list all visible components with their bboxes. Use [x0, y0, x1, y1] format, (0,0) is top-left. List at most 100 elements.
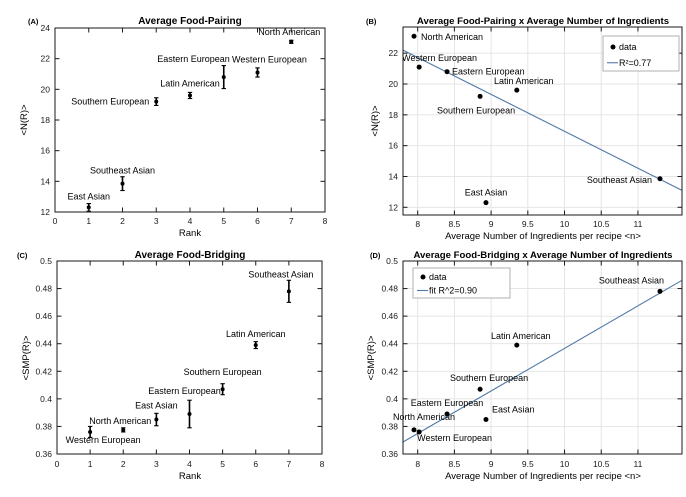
x-tick-label: 4 [187, 459, 192, 469]
data-point [411, 427, 417, 433]
data-point [286, 289, 291, 294]
x-tick-label: 1 [88, 459, 93, 469]
y-tick-label: 0.42 [381, 366, 398, 376]
x-tick-label: 8 [415, 459, 420, 469]
data-point-label: Eastern European [452, 67, 525, 77]
x-axis-label-d: Average Number of Ingredients per recipe… [445, 471, 641, 482]
data-point [187, 412, 192, 417]
y-tick-label: 18 [389, 110, 399, 120]
x-tick-label: 10.5 [593, 219, 610, 229]
y-tick-label: 0.46 [35, 311, 52, 321]
x-tick-label: 9 [489, 459, 494, 469]
fit-line [402, 279, 683, 443]
data-point-label: East Asian [492, 405, 535, 415]
subplot-a-canvas: East Asian Southeast Asian Southern Europe… [19, 16, 328, 239]
x-tick-label: 1 [86, 216, 91, 226]
plot-layer-d: North American Western European Eastern Eu… [381, 256, 683, 469]
data-point [220, 387, 225, 392]
y-tick-label: 18 [41, 115, 51, 125]
subplot-b-canvas: North American Western European Eastern Eu… [366, 16, 683, 242]
data-point [121, 427, 126, 432]
x-tick-label: 0 [55, 459, 60, 469]
x-tick-label: 8.5 [448, 219, 460, 229]
x-tick-label: 11 [634, 219, 643, 229]
data-point [477, 386, 483, 392]
data-point [477, 93, 483, 99]
data-point-label: Southern European [184, 367, 262, 377]
y-tick-label: 0.5 [386, 256, 398, 266]
chart-title-a: Average Food-Pairing [138, 16, 242, 27]
legend-item-label: fit R^2=0.90 [429, 286, 477, 296]
data-point [444, 69, 450, 75]
y-tick-label: 0.48 [35, 284, 52, 294]
data-point-label: Western European [232, 54, 307, 64]
data-point [514, 342, 520, 348]
x-tick-label: 2 [121, 459, 126, 469]
data-point [514, 87, 520, 93]
data-point-label: Latin American [160, 78, 220, 88]
x-tick-label: 4 [188, 216, 193, 226]
data-point-label: Southeast Asian [90, 166, 155, 176]
data-point-label: East Asian [135, 401, 178, 411]
y-tick-label: 22 [41, 54, 51, 64]
panel-label-d: (D) [370, 251, 381, 260]
plot-layer-a: East Asian Southeast Asian Southern Europe… [41, 23, 328, 226]
x-tick-label: 10 [560, 459, 570, 469]
y-tick-label: 0.44 [35, 339, 52, 349]
y-tick-label: 12 [41, 207, 51, 217]
data-point [444, 411, 450, 417]
chart-title-c: Average Food-Bridging [135, 250, 246, 261]
x-tick-label: 3 [154, 216, 159, 226]
y-tick-label: 0.36 [35, 449, 52, 459]
data-point-label: Southeast Asian [587, 175, 652, 185]
y-tick-label: 12 [389, 202, 399, 212]
y-tick-label: 20 [41, 84, 51, 94]
data-point [483, 417, 489, 423]
chart-title-b: Average Food-Pairing x Average Number of… [417, 16, 669, 27]
plot-layer-b: North American Western European Eastern Eu… [389, 26, 683, 229]
plot-layer-c: Western European North American East Asian… [35, 256, 324, 469]
data-point [221, 75, 226, 80]
data-point-label: Southeast Asian [248, 269, 313, 279]
x-tick-label: 9.5 [522, 219, 534, 229]
x-tick-label: 7 [289, 216, 294, 226]
data-point-label: Latin American [226, 329, 286, 339]
y-tick-label: 0.42 [35, 366, 52, 376]
y-tick-label: 0.36 [381, 449, 398, 459]
data-point [657, 176, 663, 182]
x-tick-label: 10 [560, 219, 570, 229]
y-tick-label: 24 [41, 23, 51, 33]
x-tick-label: 8 [415, 219, 420, 229]
x-axis-label-b: Average Number of Ingredients per recipe… [445, 231, 641, 242]
y-axis-label-b: <N(R)> [370, 105, 381, 137]
y-tick-label: 16 [41, 146, 51, 156]
y-tick-label: 14 [41, 176, 51, 186]
data-point [154, 417, 159, 422]
y-tick-label: 22 [389, 48, 399, 58]
x-tick-label: 8.5 [448, 459, 460, 469]
x-tick-label: 6 [255, 216, 260, 226]
data-point-label: Western European [402, 53, 477, 63]
legend-item-label: R²=0.77 [619, 58, 651, 68]
data-point [416, 64, 422, 70]
data-point [289, 39, 294, 44]
y-tick-label: 0.5 [40, 256, 52, 266]
y-axis-label-c: <SMP(R)> [21, 335, 32, 380]
legend-box [602, 35, 680, 72]
y-tick-label: 14 [389, 171, 399, 181]
data-point-label: Southern European [450, 373, 528, 383]
data-point [154, 99, 159, 104]
data-point [483, 200, 489, 206]
x-tick-label: 5 [220, 459, 225, 469]
y-tick-label: 0.4 [40, 394, 52, 404]
x-tick-label: 8 [323, 216, 328, 226]
data-point-label: Eastern European [411, 398, 484, 408]
data-point-label: East Asian [67, 191, 110, 201]
x-tick-label: 10.5 [593, 459, 610, 469]
x-tick-label: 5 [221, 216, 226, 226]
axes-box [402, 26, 683, 216]
y-axis-label-d: <SMP(R)> [366, 335, 377, 380]
y-tick-label: 0.46 [381, 311, 398, 321]
data-point-label: Western European [66, 435, 141, 445]
y-tick-label: 0.44 [381, 339, 398, 349]
